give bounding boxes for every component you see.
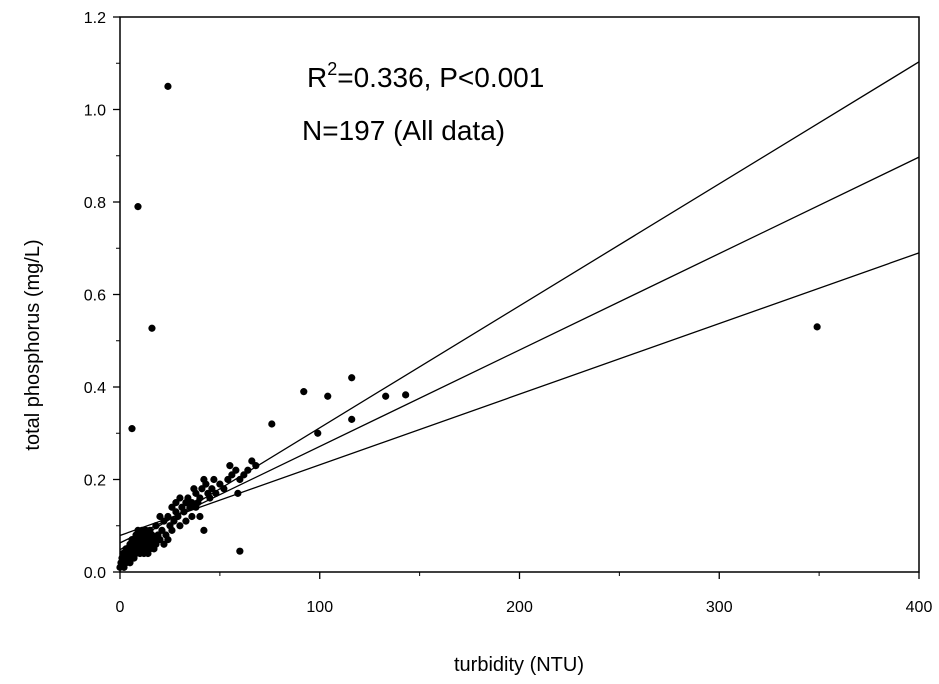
x-axis-ticks: 0 100 200 300 400 <box>116 572 933 616</box>
data-point <box>176 522 184 530</box>
data-point <box>220 485 228 493</box>
x-tick-label: 0 <box>116 599 125 616</box>
data-point <box>148 324 156 332</box>
data-point <box>188 512 196 521</box>
y-tick-label: 1.2 <box>84 10 106 27</box>
data-point <box>252 462 260 470</box>
data-point <box>382 392 390 400</box>
sample-size-annotation: N=197 (All data) <box>302 115 505 146</box>
data-point <box>202 480 210 488</box>
data-point <box>236 547 244 555</box>
plot-area <box>116 16 920 573</box>
data-point <box>152 522 160 530</box>
y-tick-label: 0.6 <box>84 288 106 305</box>
data-point <box>402 391 410 399</box>
data-point <box>348 415 356 423</box>
data-point <box>244 466 252 474</box>
data-point <box>206 494 214 502</box>
data-point <box>234 489 242 497</box>
regression-line-2 <box>120 156 919 544</box>
data-point <box>182 517 190 525</box>
data-point <box>174 512 182 521</box>
data-point <box>212 489 220 497</box>
data-point <box>164 536 172 544</box>
data-point <box>268 420 276 428</box>
x-axis-title: turbidity (NTU) <box>454 654 584 676</box>
y-axis-title: total phosphorus (mg/L) <box>22 239 44 450</box>
data-point <box>232 466 240 474</box>
y-tick-label: 0.4 <box>84 380 106 397</box>
x-tick-label: 100 <box>306 599 333 616</box>
y-tick-label: 0.2 <box>84 473 106 490</box>
data-point <box>324 392 332 400</box>
data-point <box>314 429 322 437</box>
data-point <box>200 526 208 534</box>
data-point <box>168 526 176 534</box>
data-point <box>226 462 234 470</box>
data-point <box>813 323 821 331</box>
regression-line-3 <box>120 252 919 537</box>
data-point <box>196 494 204 502</box>
data-point <box>164 512 172 521</box>
data-point <box>348 374 356 382</box>
plot-frame <box>119 16 920 573</box>
data-points <box>116 82 821 571</box>
data-point <box>300 388 308 396</box>
data-point <box>176 494 184 502</box>
regression-lines <box>120 61 919 551</box>
data-point <box>134 203 142 211</box>
data-point <box>164 82 172 90</box>
stat-text: =0.336, P<0.001 <box>337 62 544 93</box>
y-tick-label: 0.8 <box>84 195 106 212</box>
regression-line-1 <box>120 61 919 551</box>
r-superscript: 2 <box>327 59 337 79</box>
data-point <box>180 508 188 516</box>
y-tick-label: 0.0 <box>84 565 106 582</box>
data-point <box>196 512 204 521</box>
data-point <box>210 475 218 484</box>
x-tick-label: 200 <box>506 599 533 616</box>
x-tick-label: 300 <box>706 599 733 616</box>
x-tick-label: 400 <box>906 599 933 616</box>
data-point <box>128 425 136 433</box>
r-squared-annotation: R2=0.336, P<0.001 <box>307 59 544 93</box>
y-axis-ticks: 0.0 0.2 0.4 0.6 0.8 1.0 1.2 <box>84 10 120 582</box>
y-tick-label: 1.0 <box>84 103 106 120</box>
r-label: R <box>307 62 327 93</box>
